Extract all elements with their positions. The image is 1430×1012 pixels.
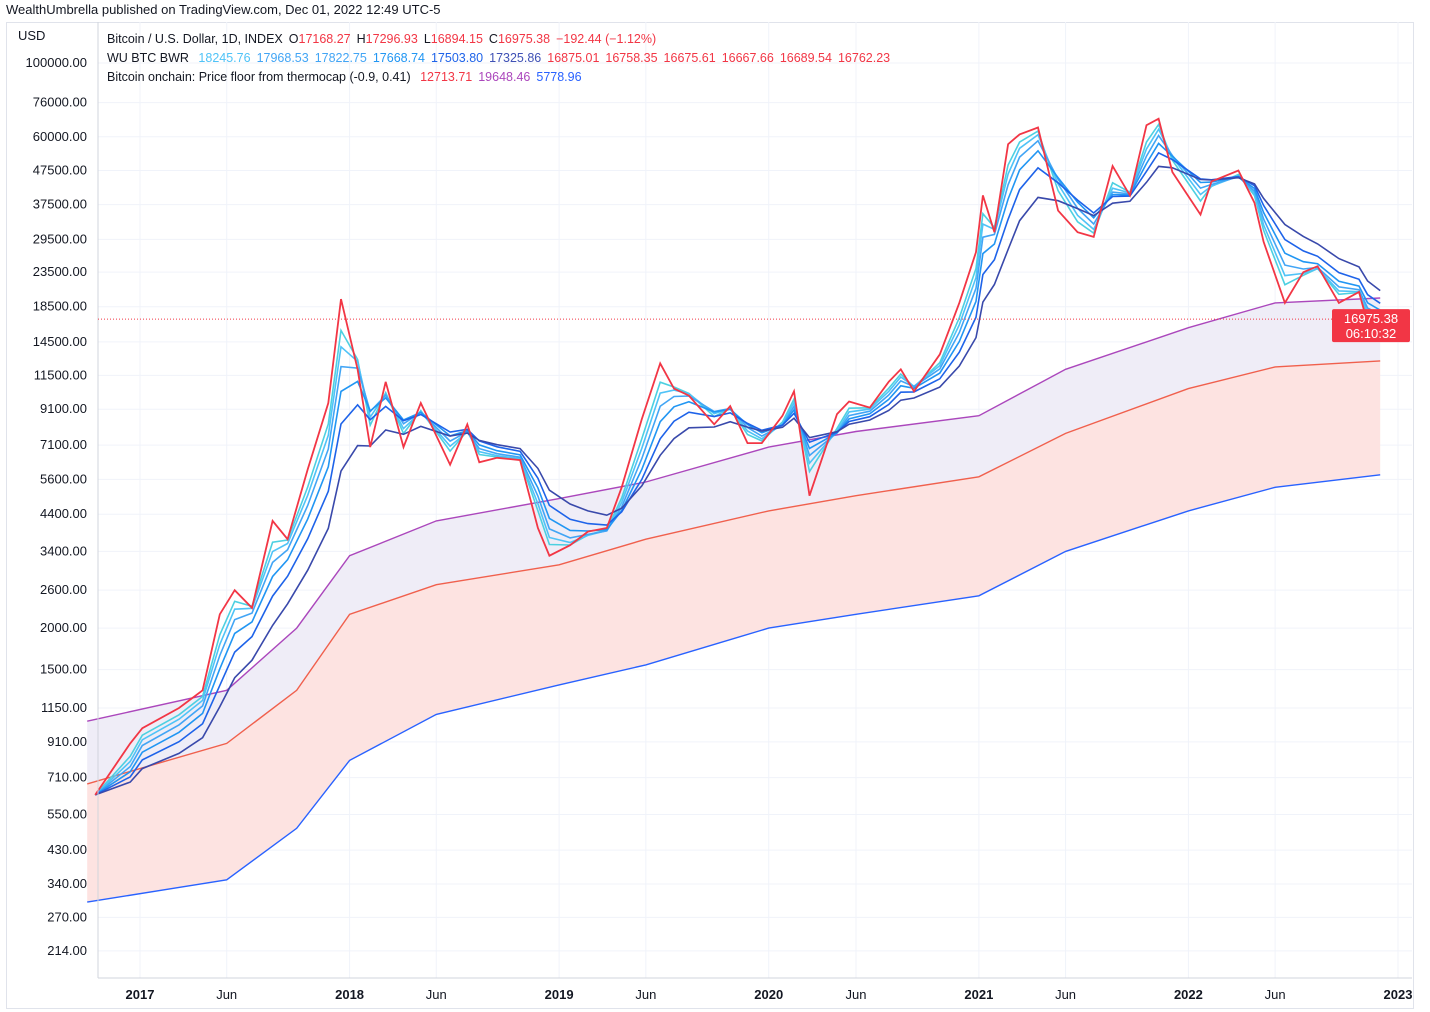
price-line bbox=[94, 117, 1381, 796]
y-tick-label: 14500.00 bbox=[33, 334, 87, 349]
x-tick-label: Jun bbox=[846, 987, 867, 1002]
ribbon-value: 16875.01 bbox=[547, 51, 600, 65]
y-tick-label: 710.00 bbox=[47, 770, 87, 785]
x-tick-label: 2020 bbox=[754, 987, 783, 1002]
x-tick-label: 2022 bbox=[1174, 987, 1203, 1002]
ribbon-indicator-title[interactable]: WU BTC BWR bbox=[107, 51, 189, 65]
y-tick-label: 270.00 bbox=[47, 909, 87, 924]
ribbon-value: 18245.76 bbox=[198, 51, 251, 65]
ribbon-value: 16675.61 bbox=[663, 51, 716, 65]
y-tick-label: 5600.00 bbox=[40, 471, 87, 486]
y-tick-label: 29500.00 bbox=[33, 231, 87, 246]
x-tick-label: 2019 bbox=[545, 987, 574, 1002]
ribbon-value: 17822.75 bbox=[314, 51, 367, 65]
y-tick-label: 7100.00 bbox=[40, 437, 87, 452]
y-tick-label: 37500.00 bbox=[33, 197, 87, 212]
y-tick-label: 2600.00 bbox=[40, 582, 87, 597]
x-tick-label: Jun bbox=[1055, 987, 1076, 1002]
x-tick-label: 2018 bbox=[335, 987, 364, 1002]
high-label: H bbox=[356, 32, 366, 46]
y-tick-label: 910.00 bbox=[47, 734, 87, 749]
onchain-lower-value: 5778.96 bbox=[536, 70, 582, 84]
open-value: 17168.27 bbox=[298, 32, 351, 46]
thermocap-mid-line bbox=[87, 360, 1381, 785]
ribbon-value: 16667.66 bbox=[721, 51, 774, 65]
x-tick-label: 2023 bbox=[1384, 987, 1413, 1002]
y-tick-label: 2000.00 bbox=[40, 620, 87, 635]
x-tick-label: 2021 bbox=[964, 987, 993, 1002]
y-tick-label: 100000.00 bbox=[26, 55, 87, 70]
x-tick-label: Jun bbox=[216, 987, 237, 1002]
ribbon-value: 16689.54 bbox=[779, 51, 832, 65]
y-tick-label: 11500.00 bbox=[34, 367, 87, 382]
y-tick-label: 76000.00 bbox=[33, 95, 87, 110]
band-fill bbox=[87, 360, 1381, 903]
y-tick-label: 60000.00 bbox=[33, 129, 87, 144]
x-tick-label: Jun bbox=[426, 987, 447, 1002]
y-tick-label: 9100.00 bbox=[40, 401, 87, 416]
y-tick-label: 3400.00 bbox=[40, 543, 87, 558]
onchain-upper-value: 19648.46 bbox=[478, 70, 531, 84]
y-tick-label: 47500.00 bbox=[33, 163, 87, 178]
close-value: 16975.38 bbox=[497, 32, 551, 46]
current-price-text: 16975.38 bbox=[1344, 311, 1398, 326]
chart-legend: Bitcoin / U.S. Dollar, 1D, INDEX O17168.2… bbox=[107, 30, 896, 87]
y-tick-label: 430.00 bbox=[47, 842, 87, 857]
high-value: 17296.93 bbox=[365, 32, 418, 46]
chart-frame bbox=[6, 22, 1414, 1009]
change-value: −192.44 (−1.12%) bbox=[556, 32, 657, 46]
onchain-indicator-title[interactable]: Bitcoin onchain: Price floor from thermo… bbox=[107, 70, 411, 84]
y-tick-label: 4400.00 bbox=[40, 506, 87, 521]
ribbon-value: 17325.86 bbox=[489, 51, 542, 65]
y-tick-label: 23500.00 bbox=[33, 264, 87, 279]
currency-label: USD bbox=[18, 28, 46, 43]
thermocap-upper-line bbox=[87, 297, 1381, 722]
low-label: L bbox=[423, 32, 431, 46]
band-fill bbox=[87, 298, 1381, 784]
y-tick-label: 1150.00 bbox=[41, 700, 87, 715]
legend-ribbon-row: WU BTC BWR 18245.76 17968.53 17822.75 17668… bbox=[107, 49, 896, 68]
y-tick-label: 550.00 bbox=[47, 807, 87, 822]
x-tick-label: 2017 bbox=[126, 987, 155, 1002]
low-value: 16894.15 bbox=[430, 32, 483, 46]
thermocap-lower-line bbox=[87, 474, 1381, 903]
close-label: C bbox=[488, 32, 498, 46]
published-caption: WealthUmbrella published on TradingView.… bbox=[6, 2, 441, 17]
current-price-label bbox=[1332, 309, 1410, 343]
legend-onchain-row: Bitcoin onchain: Price floor from thermo… bbox=[107, 68, 896, 87]
legend-symbol-row: Bitcoin / U.S. Dollar, 1D, INDEX O17168.2… bbox=[107, 30, 896, 49]
open-label: O bbox=[288, 32, 299, 46]
y-tick-label: 214.00 bbox=[47, 943, 87, 958]
ribbon-value: 16762.23 bbox=[837, 51, 891, 65]
ribbon-value: 16758.35 bbox=[605, 51, 658, 65]
x-tick-label: Jun bbox=[635, 987, 656, 1002]
ribbon-value: 17503.80 bbox=[430, 51, 484, 65]
y-tick-label: 1500.00 bbox=[40, 662, 87, 677]
x-tick-label: Jun bbox=[1265, 987, 1286, 1002]
y-tick-label: 340.00 bbox=[47, 876, 87, 891]
y-tick-label: 18500.00 bbox=[33, 299, 87, 314]
symbol-title[interactable]: Bitcoin / U.S. Dollar, 1D, INDEX bbox=[107, 32, 283, 46]
ribbon-value: 17668.74 bbox=[372, 51, 425, 65]
bar-countdown-text: 06:10:32 bbox=[1346, 326, 1397, 341]
ribbon-value: 17968.53 bbox=[256, 51, 309, 65]
ribbon-line bbox=[94, 151, 1381, 796]
onchain-mid-value: 12713.71 bbox=[420, 70, 473, 84]
